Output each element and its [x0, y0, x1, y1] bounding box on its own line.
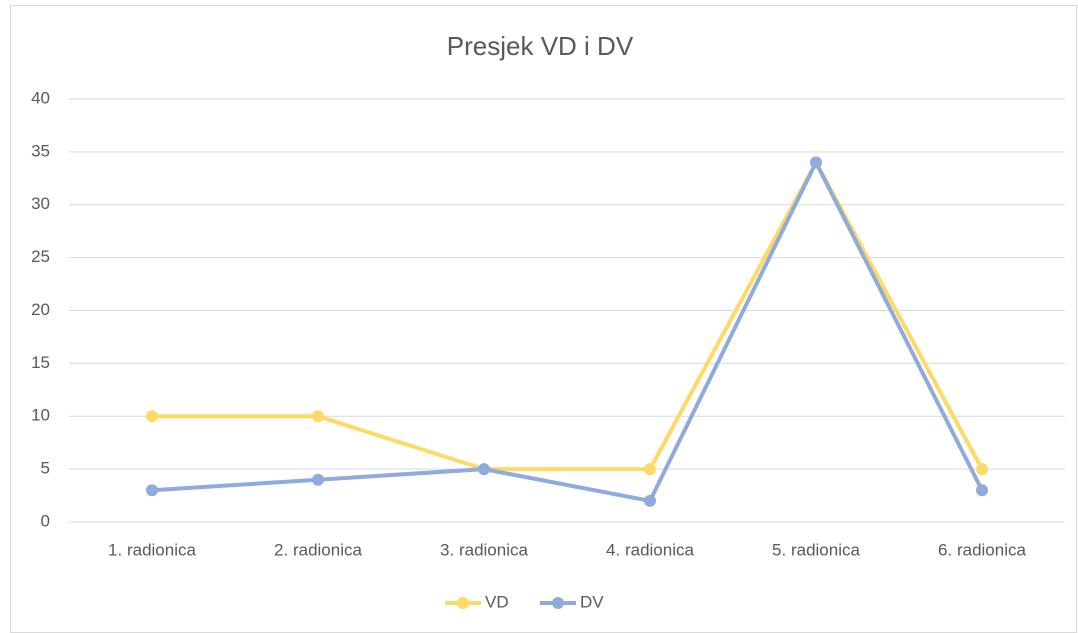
- y-tick-label: 35: [31, 141, 50, 160]
- x-tick-label: 1. radionica: [108, 540, 196, 559]
- x-tick-label: 3. radionica: [440, 540, 528, 559]
- data-point: [478, 463, 490, 476]
- x-tick-label: 4. radionica: [606, 540, 694, 559]
- legend-label: DV: [580, 592, 604, 611]
- x-tick-label: 5. radionica: [772, 540, 860, 559]
- chart-title: Presjek VD i DV: [447, 31, 634, 61]
- y-tick-label: 20: [31, 300, 50, 319]
- x-tick-label: 6. radionica: [938, 540, 1026, 559]
- legend-label: VD: [485, 592, 509, 611]
- y-tick-label: 10: [31, 406, 50, 425]
- y-tick-label: 0: [41, 511, 50, 530]
- y-tick-label: 15: [31, 353, 50, 372]
- data-point: [976, 484, 988, 497]
- x-tick-label: 2. radionica: [274, 540, 362, 559]
- data-point: [810, 156, 822, 169]
- legend-marker: [552, 597, 564, 609]
- y-tick-label: 40: [31, 88, 50, 107]
- series-line: [151, 160, 984, 503]
- legend-marker: [457, 597, 469, 609]
- y-tick-label: 5: [41, 459, 50, 478]
- data-point: [644, 494, 656, 507]
- data-point: [146, 410, 158, 423]
- chart-frame: [10, 5, 1077, 633]
- data-point: [644, 463, 656, 476]
- data-point: [312, 473, 324, 486]
- data-point: [976, 463, 988, 476]
- y-tick-label: 25: [31, 247, 50, 266]
- y-tick-label: 30: [31, 194, 50, 213]
- data-point: [312, 410, 324, 423]
- data-point: [146, 484, 158, 497]
